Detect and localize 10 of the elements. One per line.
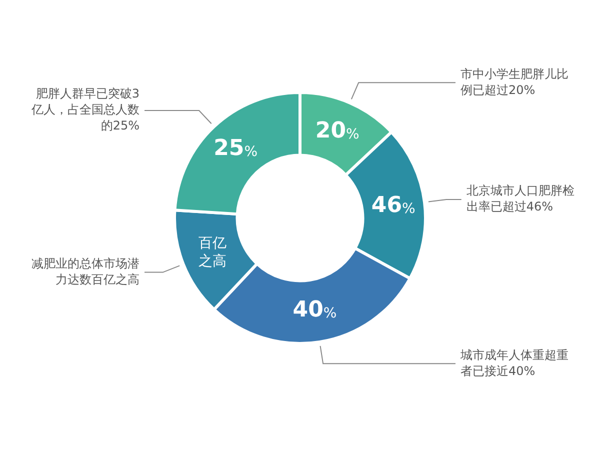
slice-label: 城市成年人体重超重者已接近40% (460, 348, 568, 378)
slice-label: 减肥业的总体市场潜力达数百亿之高 (32, 256, 140, 286)
text: 百亿之高 (198, 235, 226, 270)
slice-label: 市中小学生肥胖儿比例已超过20% (460, 66, 568, 97)
slice-label: 肥胖人群早已突破3亿人，占全国总人数的25% (30, 86, 140, 133)
slice-label: 北京城市人口肥胖检出率已超过46% (466, 184, 574, 214)
text: 40% (292, 298, 337, 323)
text: 25% (214, 136, 258, 162)
text: 46% (371, 192, 416, 218)
text: 20% (315, 118, 360, 144)
